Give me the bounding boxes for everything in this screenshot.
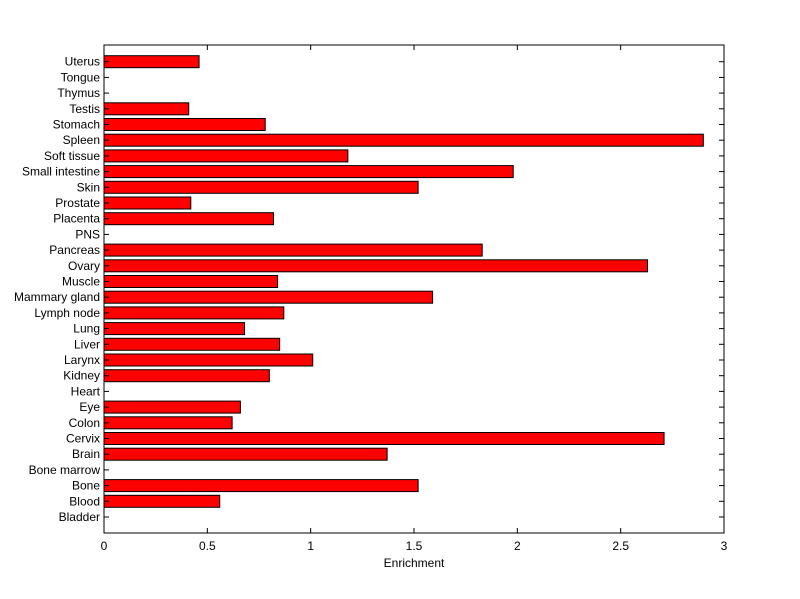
y-tick-label-prostate: Prostate (55, 196, 100, 210)
bar-stomach (103, 118, 266, 131)
y-tick-label-placenta: Placenta (53, 212, 100, 226)
y-tick-label-tongue: Tongue (61, 70, 101, 84)
y-tick-label-ovary: Ovary (68, 259, 100, 273)
y-tick-label-eye: Eye (79, 400, 100, 414)
bars-group (103, 55, 704, 508)
x-ticks-group: 0 0.5 1 1.5 2 2.5 3 (101, 45, 728, 553)
y-tick-label-cervix: Cervix (66, 432, 100, 446)
y-tick-label-uterus: Uterus (65, 55, 100, 69)
y-tick-label-mammary-gland: Mammary gland (14, 290, 100, 304)
y-tick-label-bladder: Bladder (59, 510, 100, 524)
y-tick-label-colon: Colon (69, 416, 100, 430)
x-tick-label-1: 0.5 (199, 539, 216, 553)
y-tick-label-stomach: Stomach (53, 118, 100, 132)
x-tick-label-4: 2 (514, 539, 521, 553)
y-tick-label-liver: Liver (74, 337, 100, 351)
x-tick-label-3: 1.5 (406, 539, 423, 553)
bar-soft-tissue (103, 149, 349, 163)
bar-ovary (103, 259, 649, 273)
y-tick-label-lymph-node: Lymph node (34, 306, 100, 320)
y-tick-label-kidney: Kidney (63, 369, 100, 383)
y-tick-label-heart: Heart (71, 384, 101, 398)
y-tick-label-pns: PNS (75, 227, 100, 241)
y-tick-label-skin: Skin (77, 180, 100, 194)
bar-eye (103, 400, 241, 414)
x-tick-label-2: 1 (307, 539, 314, 553)
bar-small-intestine (103, 165, 514, 179)
y-tick-label-bone-marrow: Bone marrow (29, 463, 101, 477)
bar-pancreas (103, 243, 483, 257)
y-tick-label-thymus: Thymus (57, 86, 100, 100)
y-tick-label-testis: Testis (69, 102, 100, 116)
y-tick-label-blood: Blood (69, 494, 100, 508)
bar-mammary-gland (103, 290, 434, 304)
bar-prostate (103, 196, 192, 210)
y-tick-label-bone: Bone (72, 479, 100, 493)
x-tick-label-6: 3 (721, 539, 728, 553)
y-tick-label-soft-tissue: Soft tissue (44, 149, 100, 163)
bar-placenta (103, 212, 274, 226)
bar-spleen (103, 133, 704, 147)
x-tick-label-0: 0 (101, 539, 108, 553)
bar-kidney (103, 369, 270, 383)
y-tick-label-larynx: Larynx (64, 353, 100, 367)
bar-blood (103, 494, 221, 508)
y-tick-label-pancreas: Pancreas (49, 243, 100, 257)
x-tick-label-5: 2.5 (612, 539, 629, 553)
bar-uterus (103, 55, 200, 69)
bar-colon (103, 416, 233, 430)
bar-lung (103, 322, 246, 336)
bar-bone (103, 479, 419, 493)
bar-lymph-node (103, 306, 285, 320)
bar-brain (103, 447, 388, 461)
y-tick-label-spleen: Spleen (63, 133, 100, 147)
bar-larynx (103, 353, 314, 367)
x-axis-title: Enrichment (384, 556, 445, 570)
y-tick-label-small-intestine: Small intestine (22, 165, 100, 179)
y-tick-label-brain: Brain (72, 447, 100, 461)
bar-testis (103, 102, 190, 116)
y-tick-label-muscle: Muscle (62, 275, 100, 289)
bar-skin (103, 180, 419, 194)
bar-liver (103, 337, 281, 351)
bar-cervix (103, 432, 665, 445)
bar-muscle (103, 275, 279, 288)
y-tick-label-lung: Lung (73, 322, 100, 336)
